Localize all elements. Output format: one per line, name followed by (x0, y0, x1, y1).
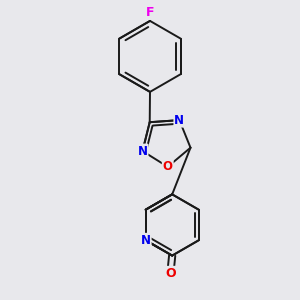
Text: F: F (146, 5, 154, 19)
Text: O: O (163, 160, 173, 173)
Text: N: N (137, 145, 148, 158)
Text: O: O (165, 267, 176, 280)
Text: N: N (174, 114, 184, 127)
Text: N: N (141, 234, 151, 247)
